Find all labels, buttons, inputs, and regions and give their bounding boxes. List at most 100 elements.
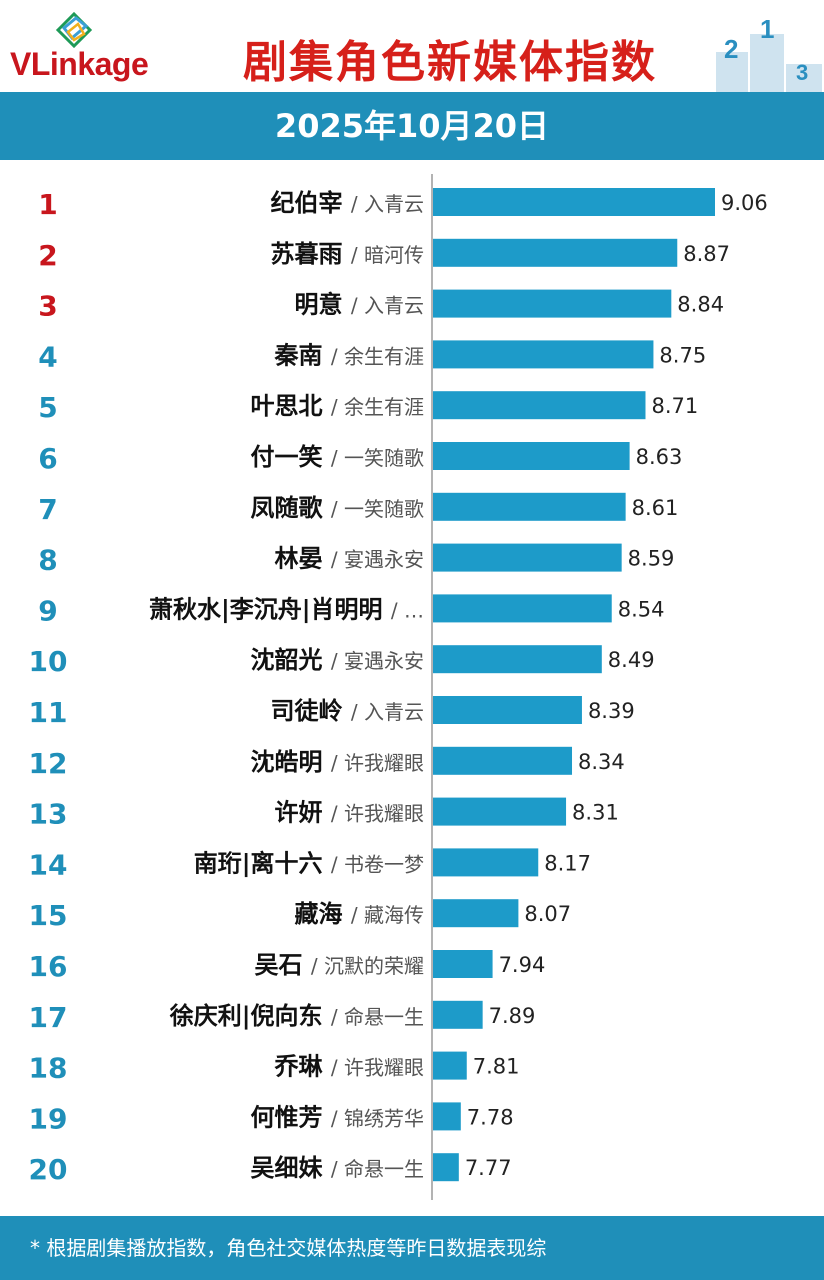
rank-label: 18 (29, 1052, 68, 1085)
drama-name: / … (391, 598, 424, 622)
bar (433, 746, 573, 775)
footer-note: * 根据剧集播放指数，角色社交媒体热度等昨日数据表现综 (0, 1216, 824, 1280)
bar (433, 696, 582, 724)
drama-name: / 暗河传 (351, 243, 424, 267)
character-name: 许妍 (275, 799, 331, 827)
row-label: 许妍 / 许我耀眼 (275, 799, 424, 827)
rank-label: 2 (38, 239, 57, 272)
value-label: 8.49 (608, 648, 655, 672)
drama-name: / 余生有涯 (331, 395, 424, 419)
value-label: 8.84 (677, 293, 724, 317)
rank-label: 15 (29, 899, 68, 932)
rank-label: 10 (29, 645, 68, 678)
bar (433, 1051, 467, 1080)
rank-label: 3 (38, 290, 57, 323)
character-name: 叶思北 (251, 392, 331, 420)
date-banner: 2025年10月20日 (0, 92, 824, 160)
rank-label: 4 (38, 340, 57, 373)
bar (433, 1153, 459, 1182)
row-label: 何惟芳 / 锦绣芳华 (251, 1103, 424, 1131)
rank-label: 11 (29, 696, 68, 729)
bar (433, 391, 646, 420)
drama-name: / 入青云 (351, 700, 424, 724)
value-label: 8.31 (572, 801, 619, 825)
character-name: 徐庆利|倪向东 (169, 1002, 331, 1030)
bar (433, 1102, 461, 1131)
row-label: 凤随歌 / 一笑随歌 (251, 494, 424, 522)
logo-diamond-icon (55, 12, 93, 48)
logo-letter-v: V (10, 46, 31, 82)
bar (433, 950, 493, 978)
rank-label: 9 (38, 594, 57, 627)
drama-name: / 入青云 (351, 294, 424, 318)
character-name: 南珩|离十六 (194, 849, 331, 877)
podium-number-1: 1 (760, 14, 774, 44)
rank-label: 16 (29, 950, 68, 983)
bar (433, 594, 612, 623)
podium-icon: 2 1 3 (716, 14, 822, 94)
character-name: 沈韶光 (251, 646, 331, 674)
row-label: 沈皓明 / 许我耀眼 (251, 748, 424, 776)
drama-name: / 锦绣芳华 (331, 1106, 424, 1130)
row-label: 吴石 / 沉默的荣耀 (255, 951, 424, 979)
rank-label: 8 (38, 544, 57, 577)
row-label: 南珩|离十六 / 书卷一梦 (194, 849, 424, 877)
chart-area: 1 纪伯宰 / 入青云 9.06 2 苏暮雨 / 暗河传 8.87 3 明意 / 入青云 8.8… (0, 160, 824, 1216)
character-name: 明意 (295, 291, 351, 319)
row-label: 林晏 / 宴遇永安 (275, 545, 424, 573)
drama-name: / 沉默的荣耀 (311, 954, 424, 978)
row-label: 萧秋水|李沉舟|肖明明 / … (149, 595, 424, 623)
row-label: 纪伯宰 / 入青云 (271, 189, 424, 217)
value-label: 7.89 (489, 1004, 536, 1028)
character-name: 凤随歌 (251, 494, 331, 522)
character-name: 纪伯宰 (271, 189, 351, 217)
value-label: 7.94 (499, 953, 546, 977)
bar (433, 492, 626, 521)
row-label: 付一笑 / 一笑随歌 (251, 443, 424, 471)
drama-name: / 余生有涯 (331, 344, 424, 368)
bar (433, 340, 654, 369)
bar (433, 797, 567, 826)
row-label: 苏暮雨 / 暗河传 (271, 240, 424, 268)
character-name: 何惟芳 (251, 1103, 331, 1131)
bar (433, 848, 539, 877)
drama-name: / 许我耀眼 (331, 751, 424, 775)
rank-label: 13 (29, 798, 68, 831)
drama-name: / 命悬一生 (331, 1157, 424, 1181)
row-label: 沈韶光 / 宴遇永安 (251, 646, 424, 674)
value-label: 8.63 (636, 445, 683, 469)
ranking-bar-chart: 1 纪伯宰 / 入青云 9.06 2 苏暮雨 / 暗河传 8.87 3 明意 / 入青云 8.8… (29, 174, 768, 1200)
character-name: 吴细妹 (251, 1154, 331, 1182)
value-label: 7.81 (473, 1055, 520, 1079)
value-label: 8.39 (588, 699, 635, 723)
drama-name: / 宴遇永安 (331, 649, 424, 673)
drama-name: / 许我耀眼 (331, 802, 424, 826)
value-label: 7.78 (467, 1105, 514, 1129)
row-label: 司徒岭 / 入青云 (271, 697, 424, 725)
bar (433, 289, 672, 318)
bar (433, 645, 602, 674)
rank-label: 17 (29, 1001, 68, 1034)
value-label: 9.06 (721, 191, 768, 215)
header: VLinkage 剧集角色新媒体指数 2 1 3 (0, 0, 824, 94)
row-label: 徐庆利|倪向东 / 命悬一生 (169, 1002, 424, 1030)
bar (433, 188, 715, 216)
page-title: 剧集角色新媒体指数 (243, 37, 657, 88)
vlinkage-logo: VLinkage (10, 12, 200, 82)
value-label: 8.87 (683, 242, 730, 266)
character-name: 林晏 (275, 545, 331, 573)
rank-label: 6 (38, 442, 57, 475)
rank-label: 7 (38, 493, 57, 526)
drama-name: / 书卷一梦 (331, 852, 424, 876)
value-label: 8.59 (628, 547, 675, 571)
podium-number-2: 2 (724, 34, 738, 64)
value-label: 8.61 (632, 496, 679, 520)
logo-wordmark: Linkage (30, 46, 149, 82)
value-label: 8.54 (618, 597, 665, 621)
bar (433, 442, 630, 470)
drama-name: / 一笑随歌 (331, 497, 424, 521)
character-name: 藏海 (295, 900, 351, 928)
drama-name: / 藏海传 (351, 903, 424, 927)
value-label: 7.77 (465, 1156, 512, 1180)
drama-name: / 宴遇永安 (331, 548, 424, 572)
